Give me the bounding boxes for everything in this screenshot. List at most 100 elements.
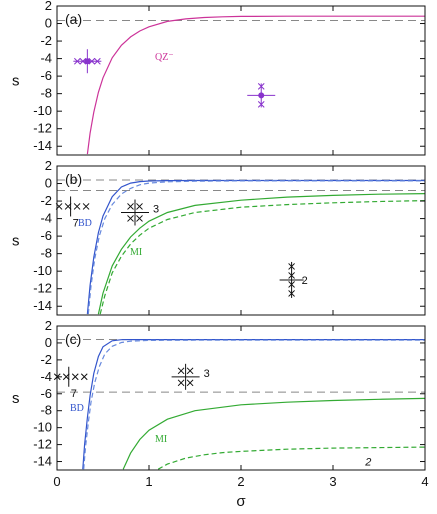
series-line-mi bbox=[97, 193, 425, 315]
x-tick-label: 1 bbox=[145, 474, 152, 489]
cross-mark bbox=[186, 367, 194, 375]
y-tick-label: -4 bbox=[40, 51, 52, 66]
annotation-label: 2 bbox=[364, 457, 371, 469]
series-line-mi bbox=[122, 397, 425, 470]
cross-mark bbox=[82, 203, 90, 210]
x-tick-label: 0 bbox=[53, 474, 60, 489]
plot-frame bbox=[56, 325, 426, 471]
cross-mark bbox=[177, 379, 185, 387]
y-tick-label: -10 bbox=[33, 420, 52, 435]
annotation-label: 2 bbox=[302, 275, 308, 287]
y-axis-label: s bbox=[12, 390, 20, 407]
series-line-mi-dashed- bbox=[99, 200, 425, 315]
y-axis-label: s bbox=[12, 73, 20, 90]
curve-label: BD bbox=[78, 218, 92, 229]
annotation-label: 3 bbox=[204, 368, 210, 380]
y-tick-label: -6 bbox=[40, 228, 52, 243]
marker-point bbox=[247, 83, 276, 108]
cross-mark bbox=[88, 57, 96, 65]
annotation: 2 bbox=[364, 457, 371, 469]
series-line-qz bbox=[86, 15, 425, 155]
y-tick-label: -2 bbox=[40, 193, 52, 208]
curve-label: MI bbox=[155, 434, 167, 445]
marker-dot bbox=[84, 58, 91, 65]
y-tick-label: -14 bbox=[33, 298, 52, 313]
panel-label: (b) bbox=[65, 171, 82, 187]
cross-mark bbox=[127, 203, 134, 210]
y-tick-label: -14 bbox=[33, 454, 52, 469]
x-tick-label: 2 bbox=[237, 474, 244, 489]
y-tick-label: -6 bbox=[40, 68, 52, 83]
cross-mark bbox=[55, 203, 63, 210]
y-tick-label: 2 bbox=[45, 318, 52, 333]
cross-mark bbox=[74, 57, 101, 65]
x-axis-label: σ bbox=[236, 493, 246, 510]
y-tick-label: 0 bbox=[45, 335, 52, 350]
cross-mark bbox=[80, 373, 88, 381]
x-tick-label: 4 bbox=[421, 474, 428, 489]
cross-mark bbox=[71, 373, 79, 381]
y-tick-label: -2 bbox=[40, 352, 52, 367]
y-tick-label: -10 bbox=[33, 263, 52, 278]
y-tick-label: -6 bbox=[40, 386, 52, 401]
y-axis-label: s bbox=[12, 233, 20, 250]
annotation: 2 bbox=[279, 261, 308, 298]
annotation-label: 7 bbox=[71, 388, 77, 400]
panel-a: QZ⁻ 2 0 -2 -4 -6 -8 -10 -12 -14 s (a) bbox=[12, 0, 426, 156]
y-tick-label: -8 bbox=[40, 86, 52, 101]
series-line-bd-dashed- bbox=[87, 180, 425, 315]
cross-cluster bbox=[177, 379, 194, 387]
cross-mark bbox=[257, 83, 265, 108]
curve-label: QZ⁻ bbox=[155, 52, 174, 63]
series-line-mi-dashed- bbox=[157, 446, 425, 470]
y-tick-label: 0 bbox=[45, 176, 52, 191]
cross-mark bbox=[136, 203, 143, 210]
y-tick-label: -14 bbox=[33, 138, 52, 153]
y-tick-label: -8 bbox=[40, 246, 52, 261]
plot-frame bbox=[56, 165, 426, 316]
y-tick-label: 0 bbox=[45, 16, 52, 31]
annotation-label: 7 bbox=[73, 217, 79, 229]
curve-label: MI bbox=[130, 247, 142, 258]
cross-mark bbox=[177, 367, 185, 375]
cross-mark bbox=[127, 215, 134, 222]
series-group bbox=[86, 179, 425, 315]
cross-mark bbox=[79, 57, 87, 65]
y-tick-label: -4 bbox=[40, 211, 52, 226]
annotation: 7 bbox=[53, 366, 88, 400]
y-tick-label: 2 bbox=[45, 158, 52, 173]
series-line-bd-dashed- bbox=[83, 339, 425, 470]
marker-dot bbox=[258, 92, 265, 99]
panel-label: (c) bbox=[65, 331, 81, 347]
cross-cluster bbox=[55, 203, 90, 210]
y-tick-label: -12 bbox=[33, 437, 52, 452]
series-group bbox=[82, 339, 425, 470]
y-tick-label: -2 bbox=[40, 33, 52, 48]
cross-cluster bbox=[53, 373, 88, 381]
y-tick-label: -12 bbox=[33, 121, 52, 136]
annotation-label: 3 bbox=[153, 203, 159, 215]
cross-cluster bbox=[127, 203, 143, 210]
series-group bbox=[86, 15, 425, 155]
annotation: 7 bbox=[55, 196, 90, 229]
marker-crosses bbox=[79, 57, 96, 65]
cross-mark bbox=[73, 203, 81, 210]
marker-point bbox=[73, 49, 102, 74]
y-tick-label: -10 bbox=[33, 103, 52, 118]
annotation: 3 bbox=[171, 363, 210, 390]
cross-cluster bbox=[127, 215, 143, 222]
y-tick-label: -4 bbox=[40, 369, 52, 384]
cross-cluster bbox=[177, 367, 194, 375]
cross-mark bbox=[53, 373, 61, 381]
curve-label: BD bbox=[70, 403, 84, 414]
panel-b: BD MI 2 0 -2 -4 -6 -8 -10 -12 -14 s (b) 7 3 2 bbox=[12, 158, 426, 316]
cross-mark bbox=[136, 215, 143, 222]
panel-label: (a) bbox=[65, 11, 82, 27]
cross-mark bbox=[186, 379, 194, 387]
y-tick-label: -12 bbox=[33, 281, 52, 296]
annotation: 3 bbox=[121, 199, 159, 226]
x-tick-label: 3 bbox=[329, 474, 336, 489]
y-tick-label: -8 bbox=[40, 403, 52, 418]
